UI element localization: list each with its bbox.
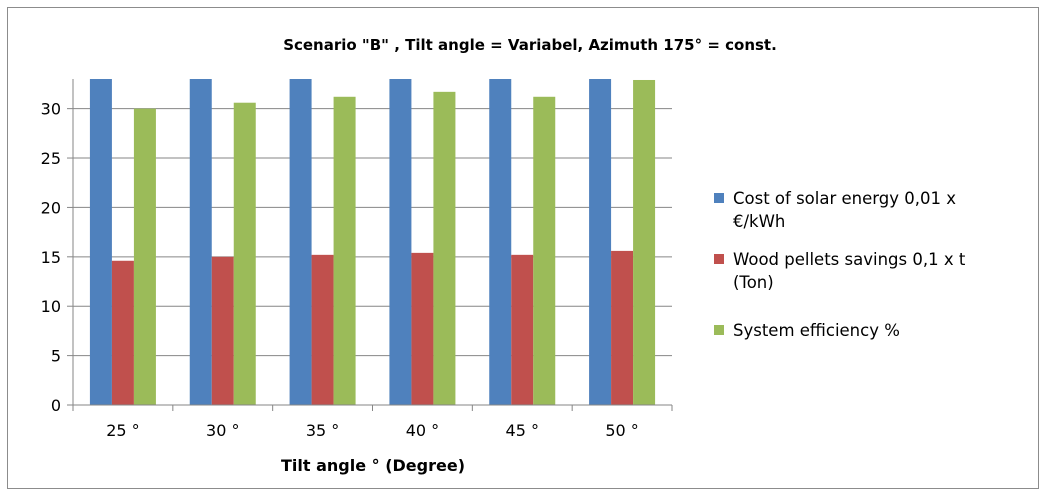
bar-wood-pellets	[311, 254, 334, 405]
x-tick-label: 40 °	[406, 421, 439, 440]
bar-wood-pellets	[111, 260, 134, 405]
legend: Cost of solar energy 0,01 x €/kWh Wood pel…	[714, 189, 966, 340]
bar-efficiency	[233, 102, 256, 405]
bar-cost	[489, 79, 512, 405]
bar-cost	[289, 79, 312, 405]
bar-efficiency	[633, 79, 656, 405]
chart-title: Scenario "B" , Tilt angle = Variabel, Az…	[283, 36, 777, 54]
bar-wood-pellets	[411, 252, 434, 405]
bar-wood-pellets	[511, 254, 534, 405]
bar-cost	[189, 79, 212, 405]
bar-wood-pellets	[611, 250, 634, 405]
legend-label: System efficiency %	[733, 321, 900, 340]
x-tick-label: 50 °	[605, 421, 638, 440]
x-tick-label: 30 °	[206, 421, 239, 440]
bar-efficiency	[433, 91, 456, 406]
bar-efficiency	[133, 108, 156, 406]
chart-frame	[7, 7, 1039, 489]
y-tick-label: 10	[41, 297, 61, 316]
legend-swatch	[714, 325, 724, 335]
y-tick-label: 20	[41, 198, 61, 217]
bar-cost	[89, 79, 112, 405]
x-axis-title: Tilt angle ° (Degree)	[281, 456, 465, 475]
legend-label: Cost of solar energy 0,01 x €/kWh	[733, 189, 956, 231]
legend-swatch	[714, 254, 724, 264]
x-tick-label: 25 °	[106, 421, 139, 440]
bar-wood-pellets	[211, 256, 234, 405]
y-tick-label: 15	[41, 248, 61, 267]
bar-efficiency	[533, 96, 556, 406]
x-tick-label: 45 °	[506, 421, 539, 440]
bar-cost	[389, 79, 412, 405]
legend-label: Wood pellets savings 0,1 x t (Ton)	[733, 250, 966, 292]
gridlines	[73, 108, 672, 357]
bar-efficiency	[333, 96, 356, 406]
y-tick-label: 0	[51, 396, 61, 415]
x-tick-label: 35 °	[306, 421, 339, 440]
tick-labels: 0 5 10 15 20 25 30 25 ° 30 ° 35 ° 40 ° 45 ° 50 °	[41, 100, 639, 440]
bar-cost	[589, 79, 612, 405]
axes	[67, 79, 673, 411]
y-tick-label: 25	[41, 149, 61, 168]
bars	[89, 79, 656, 406]
y-tick-label: 30	[41, 100, 61, 119]
y-tick-label: 5	[51, 347, 61, 366]
legend-swatch	[714, 193, 724, 203]
